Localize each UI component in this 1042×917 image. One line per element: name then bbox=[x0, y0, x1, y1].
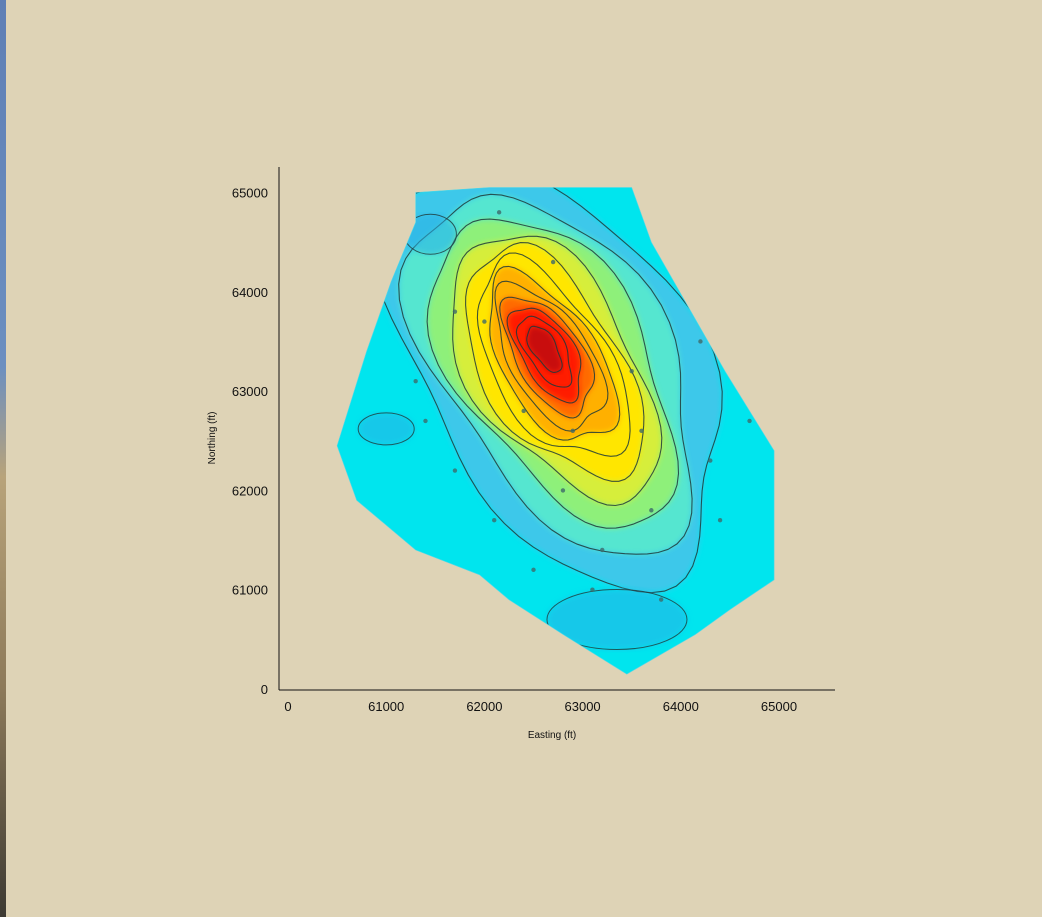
sample-point bbox=[717, 517, 723, 523]
x-tick-label: 64000 bbox=[663, 699, 699, 714]
contour-line bbox=[506, 307, 582, 404]
x-tick-label: 63000 bbox=[565, 699, 601, 714]
x-tick-label: 61000 bbox=[368, 699, 404, 714]
y-axis-title: Northing (ft) bbox=[207, 412, 218, 465]
contour-line bbox=[489, 265, 621, 441]
low-pocket bbox=[546, 589, 687, 650]
sample-point bbox=[747, 418, 752, 424]
x-tick-label: 62000 bbox=[466, 699, 502, 714]
contour-line bbox=[546, 588, 688, 650]
contour-line bbox=[526, 325, 563, 373]
sample-point bbox=[452, 309, 458, 314]
contour-line bbox=[452, 235, 663, 507]
x-tick-label: 65000 bbox=[761, 699, 797, 714]
sample-point bbox=[482, 319, 487, 324]
contour-plot-area bbox=[336, 187, 775, 675]
contour-line bbox=[357, 412, 415, 446]
sample-point bbox=[590, 587, 595, 592]
survey-boundary bbox=[336, 187, 775, 675]
sample-point bbox=[496, 210, 502, 215]
contour-line bbox=[476, 252, 631, 457]
sample-point bbox=[452, 468, 458, 473]
contour-line bbox=[494, 280, 609, 432]
sample-point bbox=[639, 428, 644, 434]
sample-point bbox=[698, 339, 703, 344]
sample-point bbox=[550, 259, 556, 265]
low-pocket bbox=[358, 412, 415, 445]
contour-line bbox=[465, 242, 645, 482]
sample-point bbox=[649, 508, 654, 513]
y-tick-label: 61000 bbox=[232, 583, 268, 598]
sample-point bbox=[423, 418, 428, 424]
contour-fill-group bbox=[337, 187, 775, 675]
contour-line bbox=[426, 218, 680, 529]
sample-point bbox=[658, 597, 664, 602]
x-axis-ticks: 0 61000 62000 63000 64000 65000 bbox=[284, 699, 797, 714]
sample-point bbox=[492, 517, 497, 523]
x-tick-label: 0 bbox=[284, 699, 291, 714]
x-axis-title: Easting (ft) bbox=[528, 730, 576, 741]
y-tick-label: 0 bbox=[261, 682, 268, 697]
sample-point bbox=[570, 428, 575, 434]
sample-point bbox=[629, 369, 634, 374]
y-tick-label: 63000 bbox=[232, 384, 268, 399]
background-photo-edge bbox=[0, 0, 6, 917]
y-tick-label: 64000 bbox=[232, 285, 268, 300]
contour-line bbox=[499, 296, 596, 419]
contour-line bbox=[398, 193, 693, 555]
sample-point bbox=[413, 378, 418, 384]
contour-line bbox=[515, 315, 573, 388]
contour-band bbox=[526, 326, 563, 373]
sample-point bbox=[521, 408, 526, 414]
sample-point bbox=[708, 458, 713, 463]
y-tick-label: 65000 bbox=[232, 186, 268, 201]
sample-point bbox=[600, 547, 605, 553]
low-pocket bbox=[404, 214, 457, 255]
contour-line bbox=[372, 187, 723, 594]
y-tick-label: 62000 bbox=[232, 483, 268, 498]
y-axis-ticks: 0 61000 62000 63000 64000 65000 bbox=[232, 186, 268, 698]
sample-point bbox=[560, 488, 566, 493]
axes: 0 61000 62000 63000 64000 65000 0 61000 62000 63… bbox=[207, 167, 835, 741]
sample-point bbox=[531, 567, 536, 573]
